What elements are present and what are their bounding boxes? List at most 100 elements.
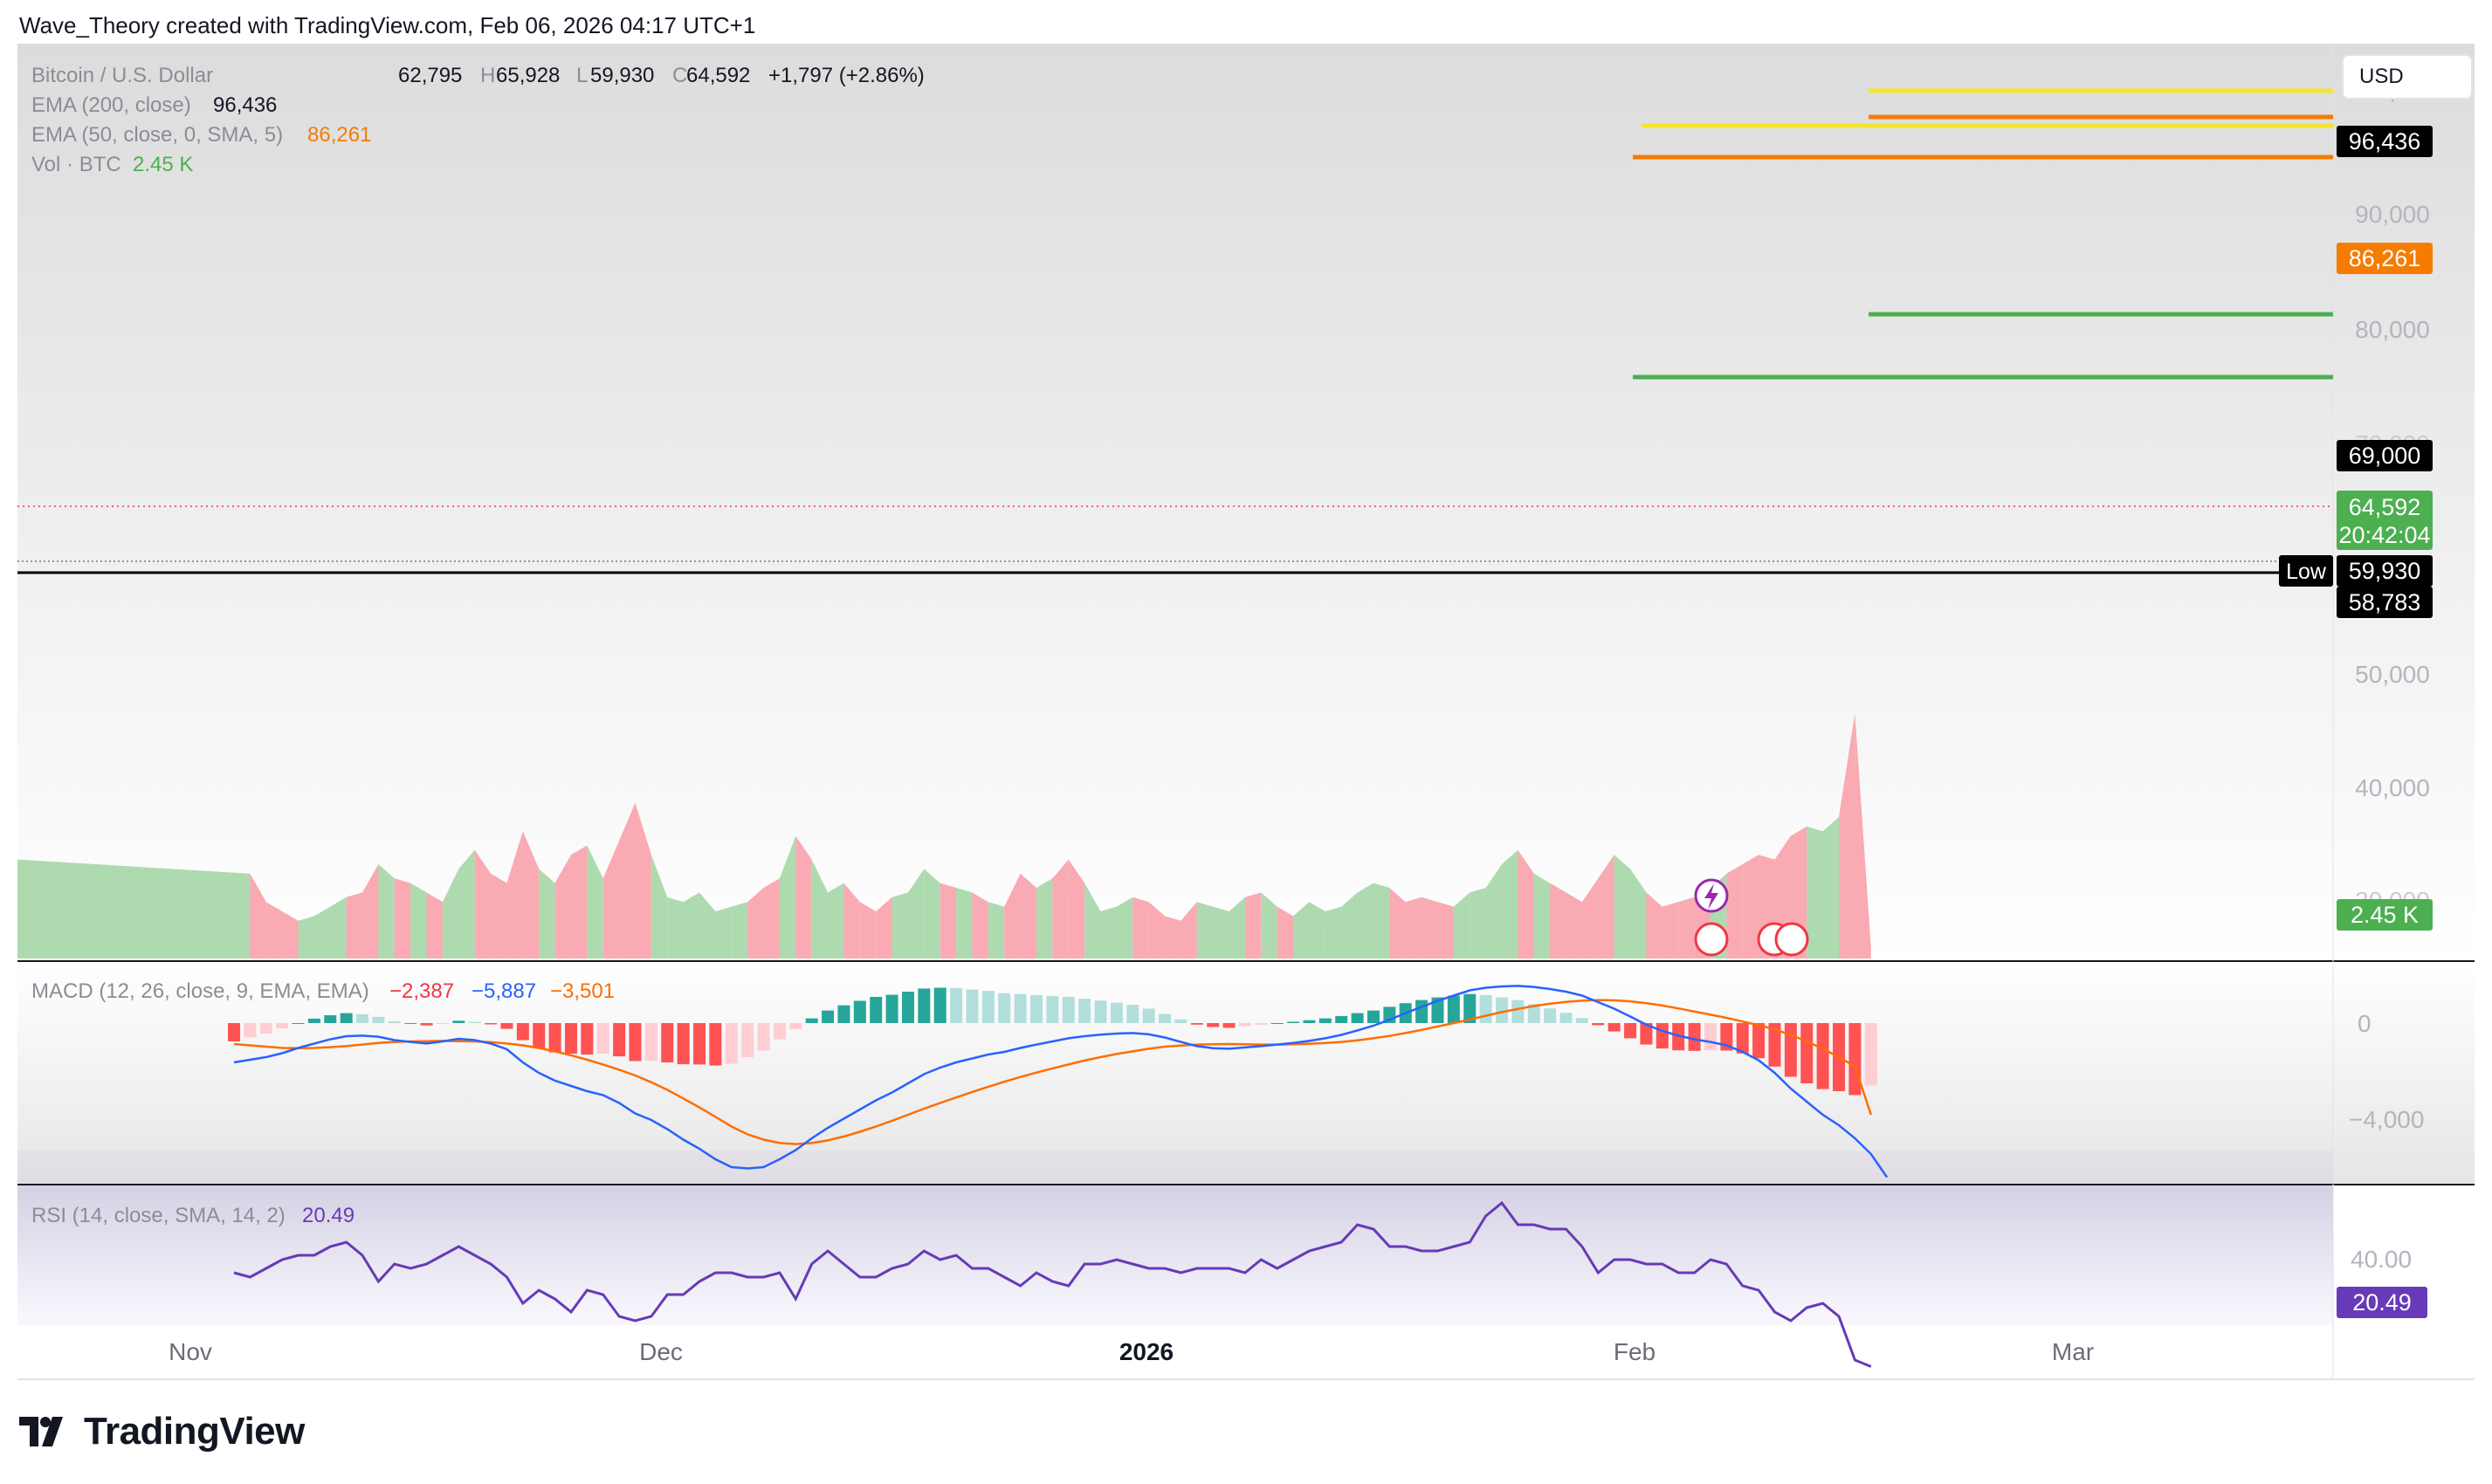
macd-histogram-bar (757, 1023, 770, 1051)
macd-histogram-bar (837, 1005, 850, 1023)
volume-segment (1293, 902, 1310, 958)
macd-histogram-bar (661, 1023, 674, 1062)
legend-ema200-value: 96,436 (213, 93, 277, 117)
macd-histogram-bar (1624, 1023, 1637, 1039)
volume-segment (1678, 897, 1695, 958)
drawing-levels[interactable]: 0.618 (57,873)0.65 (54,334)0.618 (48,237… (17, 0, 2333, 574)
legend-o-value: 62,795 (398, 64, 462, 87)
volume-segment (635, 802, 651, 958)
legend-l-label: L (576, 64, 588, 87)
volume-segment (859, 902, 877, 958)
rsi-legend-label: RSI (14, close, SMA, 14, 2) (31, 1204, 286, 1227)
price-tick: 90,000 (2355, 201, 2430, 228)
macd-histogram-bar (356, 1013, 369, 1023)
time-tick: Mar (2052, 1338, 2094, 1365)
macd-histogram-bar (629, 1023, 642, 1061)
volume-segment (1822, 817, 1839, 958)
volume-segment (1004, 873, 1021, 958)
price-tick: 80,000 (2355, 316, 2430, 343)
macd-histogram-bar (340, 1013, 353, 1023)
macd-histogram-bar (822, 1010, 835, 1023)
macd-histogram-bar (885, 994, 898, 1023)
macd-tick: 0 (2358, 1010, 2372, 1037)
macd-histogram-bar (1415, 1000, 1428, 1023)
macd-histogram-bar (420, 1023, 433, 1026)
price-pane-background (17, 44, 2475, 960)
macd-histogram-bar (966, 989, 979, 1023)
macd-histogram-bar (1688, 1023, 1701, 1051)
macd-histogram-bar (1800, 1023, 1814, 1083)
macd-histogram-bar (1270, 1023, 1284, 1024)
macd-histogram-bar (1014, 993, 1027, 1023)
macd-histogram-bar (244, 1023, 257, 1038)
macd-histogram-bar (1864, 1023, 1877, 1086)
macd-histogram-bar (1607, 1023, 1621, 1032)
time-tick: 2026 (1119, 1338, 1174, 1365)
volume-segment (779, 835, 796, 958)
rsi-value-label: 20.49 (2352, 1289, 2412, 1316)
volume-segment (699, 892, 716, 958)
macd-indicator[interactable] (228, 985, 1889, 1178)
volume-segment (1196, 902, 1214, 958)
tradingview-logo[interactable]: TradingView (19, 1407, 305, 1456)
volume-segment (1614, 855, 1631, 958)
us-flag-event-icon[interactable] (1774, 922, 1809, 957)
volume-segment (940, 883, 957, 958)
volume-segment (1357, 883, 1373, 958)
macd-histogram-bar (452, 1020, 465, 1023)
tradingview-mark-icon (19, 1417, 63, 1446)
macd-histogram-bar (1640, 1023, 1653, 1045)
price-tick: 40,000 (2355, 774, 2430, 801)
time-tick: Nov (169, 1338, 212, 1365)
volume-area (17, 713, 1871, 958)
volume-segment (1309, 902, 1325, 958)
legend-c-label: C (672, 64, 687, 87)
macd-histogram-bar (1511, 1000, 1525, 1023)
macd-histogram-bar (1046, 996, 1059, 1023)
time-tick: Dec (639, 1338, 683, 1365)
volume-segment (843, 883, 860, 958)
volume-segment (1052, 859, 1069, 958)
volume-segment (491, 873, 507, 958)
low-price-label-bg (2337, 555, 2433, 587)
macd-histogram-bar (276, 1023, 289, 1028)
macd-histogram-bar (1431, 997, 1444, 1023)
currency-selector-button[interactable]: USD (2342, 54, 2473, 100)
macd-histogram-bar (1447, 995, 1460, 1023)
macd-histogram-bar (372, 1016, 385, 1023)
volume-segment (1807, 826, 1823, 958)
volume-segment (1533, 873, 1551, 958)
macd-histogram-bar (1335, 1015, 1348, 1023)
macd-histogram-bar (1848, 1023, 1862, 1096)
legend-vol-label: Vol · BTC (31, 153, 121, 176)
volume-segment (570, 845, 588, 958)
events-row[interactable] (1694, 878, 1809, 957)
volume-segment (346, 892, 363, 958)
ema50-price-label-bg (2337, 243, 2433, 274)
volume-segment (1341, 892, 1358, 958)
price-tick: 50,000 (2355, 661, 2430, 688)
macd-histogram-bar (853, 1000, 866, 1023)
macd-histogram-bar (1559, 1013, 1573, 1023)
volume-segment (956, 888, 973, 958)
macd-histogram-bar (1575, 1018, 1588, 1023)
rsi-band (17, 1151, 2333, 1325)
volume-segment (17, 859, 251, 958)
volume-segment (250, 873, 266, 958)
macd-histogram-bar (1078, 999, 1091, 1023)
us-flag-event-icon[interactable] (1694, 922, 1729, 957)
time-axis[interactable]: Nov Dec 2026 Feb Mar (169, 1338, 2094, 1365)
volume-segment (602, 841, 620, 958)
legend-ema200-label: EMA (200, close) (31, 93, 191, 117)
macd-histogram-bar (1142, 1008, 1155, 1023)
volume-segment (972, 892, 988, 958)
volume-segment (1630, 869, 1647, 958)
macd-legend-label: MACD (12, 26, close, 9, EMA, EMA) (31, 979, 369, 1003)
volume-value-label: 2.45 K (2351, 902, 2419, 928)
macd-histogram-bar (1255, 1023, 1268, 1025)
volume-segment (1646, 892, 1662, 958)
rsi-indicator[interactable] (17, 1151, 2333, 1368)
level-69000-price-label: 69,000 (2349, 443, 2421, 469)
lightning-bolt-icon (1704, 883, 1718, 910)
